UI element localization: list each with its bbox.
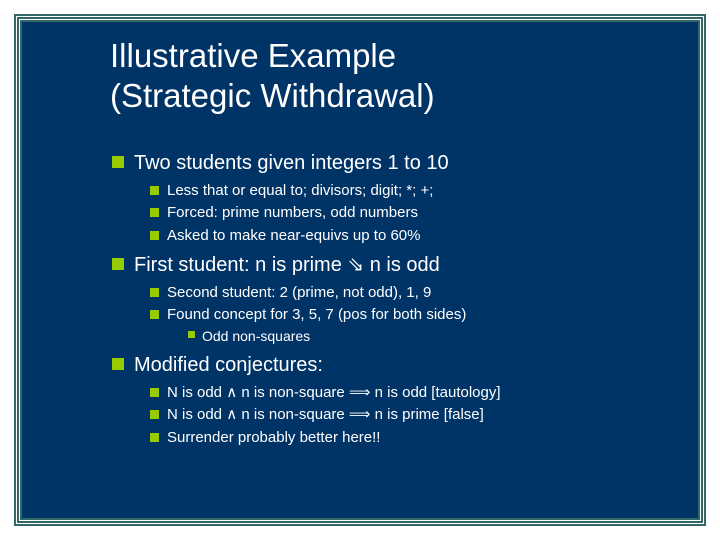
slide-title: Illustrative Example (Strategic Withdraw… <box>110 36 435 115</box>
bullet-2-2-text: Found concept for 3, 5, 7 (pos for both … <box>167 305 672 325</box>
bullet-1: Two students given integers 1 to 10 <box>112 150 672 177</box>
implies-icon: ⟹ <box>349 406 371 423</box>
bullet-1-text: Two students given integers 1 to 10 <box>134 150 672 177</box>
square-bullet-icon <box>150 231 159 240</box>
bullet-1-3: Asked to make near-equivs up to 60% <box>150 226 672 246</box>
bullet-3-3: Surrender probably better here!! <box>150 428 672 448</box>
bullet-1-2: Forced: prime numbers, odd numbers <box>150 203 672 223</box>
bullet-3-2-b: n is non-square <box>237 406 349 423</box>
square-bullet-icon <box>150 288 159 297</box>
bullet-3-2-a: N is odd <box>167 406 226 423</box>
and-icon: ∧ <box>226 406 237 423</box>
square-bullet-icon <box>188 331 195 338</box>
square-bullet-icon <box>112 358 124 370</box>
bullet-1-1-text: Less that or equal to; divisors; digit; … <box>167 181 672 201</box>
bullet-2-2-1: Odd non-squares <box>188 327 672 346</box>
bullet-1-1: Less that or equal to; divisors; digit; … <box>150 181 672 201</box>
slide-body: Two students given integers 1 to 10 Less… <box>112 150 672 450</box>
bullet-3-1-c: n is odd [tautology] <box>370 384 500 401</box>
square-bullet-icon <box>150 208 159 217</box>
bullet-2-text: First student: n is prime ⇘ n is odd <box>134 252 672 279</box>
bullet-1-2-text: Forced: prime numbers, odd numbers <box>167 203 672 223</box>
square-bullet-icon <box>150 186 159 195</box>
bullet-2-pre: First student: n is prime <box>134 254 347 276</box>
square-bullet-icon <box>112 258 124 270</box>
slide: Illustrative Example (Strategic Withdraw… <box>22 22 698 518</box>
bullet-1-3-text: Asked to make near-equivs up to 60% <box>167 226 672 246</box>
bullet-3-1-a: N is odd <box>167 384 226 401</box>
bullet-3-2: N is odd ∧ n is non-square ⟹ n is prime … <box>150 405 672 425</box>
square-bullet-icon <box>150 310 159 319</box>
and-icon: ∧ <box>226 384 237 401</box>
implies-icon: ⇘ <box>347 254 364 276</box>
square-bullet-icon <box>150 410 159 419</box>
bullet-2-post: n is odd <box>364 254 440 276</box>
bullet-3-1-text: N is odd ∧ n is non-square ⟹ n is odd [t… <box>167 383 672 403</box>
square-bullet-icon <box>150 433 159 442</box>
implies-icon: ⟹ <box>349 384 371 401</box>
bullet-3-1-b: n is non-square <box>237 384 349 401</box>
square-bullet-icon <box>150 388 159 397</box>
slide-frame-inner: Illustrative Example (Strategic Withdraw… <box>20 20 700 520</box>
bullet-2-2: Found concept for 3, 5, 7 (pos for both … <box>150 305 672 325</box>
bullet-3-text: Modified conjectures: <box>134 352 672 379</box>
bullet-3: Modified conjectures: <box>112 352 672 379</box>
title-line-2: (Strategic Withdrawal) <box>110 77 435 114</box>
bullet-2-2-1-text: Odd non-squares <box>202 327 672 346</box>
bullet-2-1-text: Second student: 2 (prime, not odd), 1, 9 <box>167 283 672 303</box>
bullet-3-2-text: N is odd ∧ n is non-square ⟹ n is prime … <box>167 405 672 425</box>
bullet-3-1: N is odd ∧ n is non-square ⟹ n is odd [t… <box>150 383 672 403</box>
bullet-3-3-text: Surrender probably better here!! <box>167 428 672 448</box>
bullet-2: First student: n is prime ⇘ n is odd <box>112 252 672 279</box>
bullet-3-2-c: n is prime [false] <box>370 406 483 423</box>
square-bullet-icon <box>112 156 124 168</box>
bullet-2-1: Second student: 2 (prime, not odd), 1, 9 <box>150 283 672 303</box>
title-line-1: Illustrative Example <box>110 37 396 74</box>
